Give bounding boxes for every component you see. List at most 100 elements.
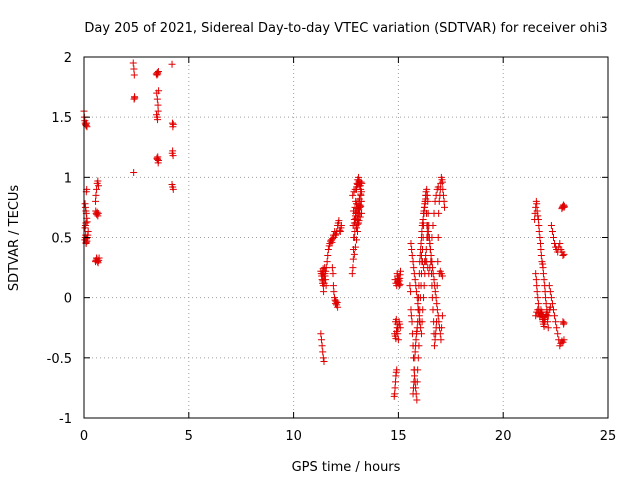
data-point — [430, 342, 438, 350]
data-point — [534, 294, 542, 302]
data-point — [433, 300, 441, 308]
data-point — [348, 270, 356, 278]
data-point — [94, 209, 102, 217]
data-point — [436, 330, 444, 338]
data-point — [155, 87, 163, 95]
data-point — [429, 221, 437, 229]
data-point — [354, 220, 362, 228]
data-point — [337, 221, 345, 229]
data-point — [391, 378, 399, 386]
y-tick-label: 1 — [64, 171, 72, 186]
data-point — [154, 107, 162, 115]
data-point — [356, 201, 364, 209]
data-point — [534, 300, 542, 308]
data-point — [545, 282, 553, 290]
data-point — [560, 202, 568, 210]
data-point — [414, 300, 422, 308]
data-point — [393, 320, 401, 328]
data-point — [542, 300, 550, 308]
data-point — [423, 227, 431, 235]
data-points — [80, 59, 568, 404]
data-point — [409, 390, 417, 398]
data-point — [411, 348, 419, 356]
data-point — [435, 318, 443, 326]
data-point — [551, 312, 559, 320]
data-point — [83, 218, 91, 226]
data-point — [437, 179, 445, 187]
data-point — [440, 197, 448, 205]
data-point — [332, 297, 340, 305]
data-point — [422, 252, 430, 260]
data-point — [354, 205, 362, 213]
data-point — [535, 227, 543, 235]
data-point — [358, 209, 366, 217]
data-point — [154, 159, 162, 167]
y-tick-label: 1.5 — [51, 111, 72, 126]
data-point — [334, 303, 342, 311]
data-point — [332, 231, 340, 239]
data-point — [396, 280, 404, 288]
data-point — [169, 152, 177, 160]
data-point — [425, 270, 433, 278]
data-point — [317, 330, 325, 338]
data-point — [83, 123, 91, 131]
data-point — [559, 252, 567, 260]
data-point — [411, 276, 419, 284]
data-point — [408, 246, 416, 254]
data-point — [169, 185, 177, 193]
data-point — [417, 234, 425, 241]
x-tick-label: 15 — [390, 429, 407, 444]
data-point — [154, 155, 162, 163]
y-tick-label: 0 — [64, 292, 72, 307]
data-point — [414, 318, 422, 326]
data-point — [94, 177, 102, 185]
data-point — [414, 306, 422, 314]
data-point — [532, 276, 540, 284]
data-point — [415, 294, 423, 302]
data-point — [330, 288, 338, 296]
data-point — [438, 272, 446, 280]
data-point — [560, 336, 568, 344]
data-point — [536, 234, 544, 241]
data-point — [393, 282, 401, 290]
x-tick-label: 25 — [600, 429, 617, 444]
data-point — [407, 306, 415, 314]
data-point — [350, 234, 358, 241]
x-tick-label: 20 — [495, 429, 512, 444]
grid — [84, 57, 608, 418]
data-point — [410, 366, 418, 374]
data-point — [95, 254, 103, 262]
data-point — [550, 234, 558, 241]
data-point — [323, 258, 331, 266]
data-point — [534, 212, 542, 220]
data-point — [351, 212, 359, 220]
data-point — [394, 330, 402, 338]
data-point — [319, 265, 327, 273]
data-point — [356, 213, 364, 221]
data-point — [560, 319, 568, 327]
data-point — [319, 354, 327, 362]
data-point — [391, 384, 399, 392]
data-point — [352, 224, 360, 232]
data-point — [396, 267, 404, 275]
data-point — [422, 191, 430, 199]
data-point — [320, 288, 328, 296]
data-point — [407, 288, 415, 296]
data-point — [415, 282, 423, 290]
data-point — [319, 282, 327, 290]
data-point — [432, 294, 440, 302]
data-point — [532, 203, 540, 211]
data-point — [423, 221, 431, 229]
data-point — [412, 342, 420, 350]
data-point — [438, 178, 446, 186]
y-tick-label: -0.5 — [47, 352, 72, 367]
data-point — [539, 264, 547, 272]
data-point — [428, 234, 436, 241]
data-point — [92, 197, 100, 205]
data-point — [349, 255, 357, 263]
data-point — [356, 182, 364, 190]
data-point — [94, 182, 102, 190]
data-point — [154, 116, 162, 124]
data-point — [430, 276, 438, 284]
